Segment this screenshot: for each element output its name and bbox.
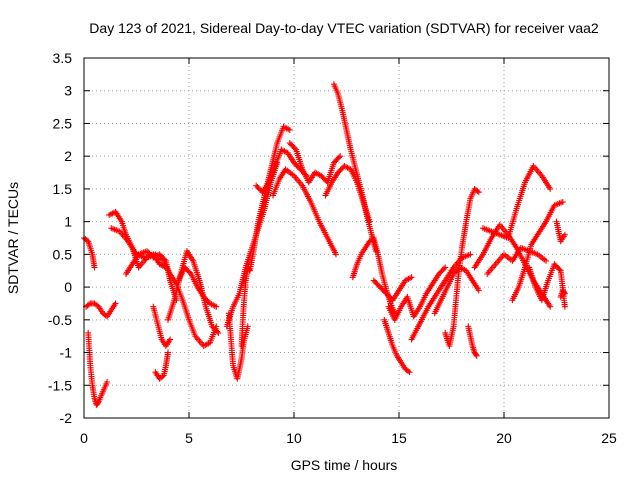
data-points [81, 81, 568, 408]
y-tick-label: 3 [64, 83, 72, 99]
series-s18 [330, 81, 379, 255]
series-s29 [484, 244, 549, 277]
series-s10 [175, 264, 220, 310]
data-point [561, 289, 568, 296]
series-s19 [349, 235, 398, 317]
y-tick-label: 2.5 [53, 115, 73, 131]
data-point [405, 368, 412, 375]
series-s30 [509, 199, 566, 304]
series-s22 [385, 264, 449, 323]
series-s25 [442, 185, 482, 349]
series-s8 [150, 303, 174, 349]
data-point [159, 373, 166, 380]
series-s2 [83, 300, 119, 320]
data-point [561, 303, 568, 310]
series-s33 [557, 287, 568, 300]
data-point [215, 329, 222, 336]
grid [84, 58, 609, 418]
data-point [475, 189, 482, 196]
data-point [337, 153, 344, 160]
data-point [561, 290, 568, 297]
data-point [543, 257, 549, 264]
data-point [467, 251, 474, 258]
x-axis-label: GPS time / hours [291, 457, 398, 473]
y-tick-label: 2 [64, 148, 72, 164]
y-tick-label: 1 [64, 214, 72, 230]
data-point [559, 199, 566, 205]
data-point [91, 264, 98, 271]
series-s20 [370, 274, 415, 304]
x-tick-label: 5 [185, 430, 193, 446]
series-s16 [270, 166, 339, 258]
series-s12 [238, 123, 293, 349]
data-point [244, 323, 251, 330]
series-s15 [286, 140, 344, 186]
data-point [186, 269, 193, 276]
series-s4 [106, 208, 220, 349]
data-point [547, 185, 554, 192]
data-point [335, 154, 342, 161]
data-point [473, 351, 479, 358]
y-tick-label: -2 [60, 410, 73, 426]
y-tick-label: 0.5 [53, 246, 73, 262]
series-s6 [123, 248, 180, 304]
data-point [214, 328, 221, 335]
y-tick-label: 1.5 [53, 181, 73, 197]
series-s21 [381, 316, 413, 376]
data-point [561, 231, 568, 238]
data-point [333, 251, 339, 258]
y-tick-label: 0 [64, 279, 72, 295]
data-point [408, 274, 415, 281]
x-tick-label: 10 [286, 430, 302, 446]
data-point [442, 264, 449, 271]
series-s3 [85, 329, 111, 408]
y-tick-label: -1.5 [48, 377, 72, 393]
data-point [406, 369, 413, 376]
data-point [475, 287, 482, 294]
y-tick-label: -0.5 [48, 312, 72, 328]
y-tick-label: 3.5 [53, 50, 73, 66]
series-s13 [223, 159, 281, 330]
data-point [291, 145, 298, 152]
series-s28 [480, 163, 554, 241]
data-point [473, 352, 480, 359]
y-tick-label: -1 [60, 345, 73, 361]
data-point [104, 379, 111, 385]
y-axis-label: SDTVAR / TECUs [5, 182, 21, 294]
series-s1 [81, 235, 98, 271]
data-point [556, 266, 563, 273]
data-point [85, 301, 92, 308]
data-point [112, 300, 119, 307]
data-point [165, 349, 171, 356]
axes: 0 5 10 15 20 25 -2 -1.5 -1 -0.5 0 0.5 1 1.5 2 2.5 3 3.5 [48, 50, 617, 446]
series-s32 [553, 218, 568, 245]
chart-title: Day 123 of 2021, Sidereal Day-to-day VTE… [89, 20, 599, 36]
series-s23 [408, 251, 474, 343]
x-tick-label: 15 [391, 430, 407, 446]
data-point [213, 303, 220, 310]
data-point [161, 256, 168, 263]
plot-frame [83, 57, 610, 419]
series-s26 [465, 323, 480, 359]
x-tick-label: 20 [496, 430, 512, 446]
data-point [547, 303, 554, 310]
x-tick-label: 25 [601, 430, 617, 446]
data-point [286, 127, 293, 133]
x-tick-label: 0 [80, 430, 88, 446]
data-point [474, 188, 481, 195]
data-point [440, 265, 447, 272]
series-s9 [165, 248, 222, 336]
data-point [95, 399, 101, 406]
data-point [167, 336, 174, 343]
series-s7 [152, 349, 171, 382]
